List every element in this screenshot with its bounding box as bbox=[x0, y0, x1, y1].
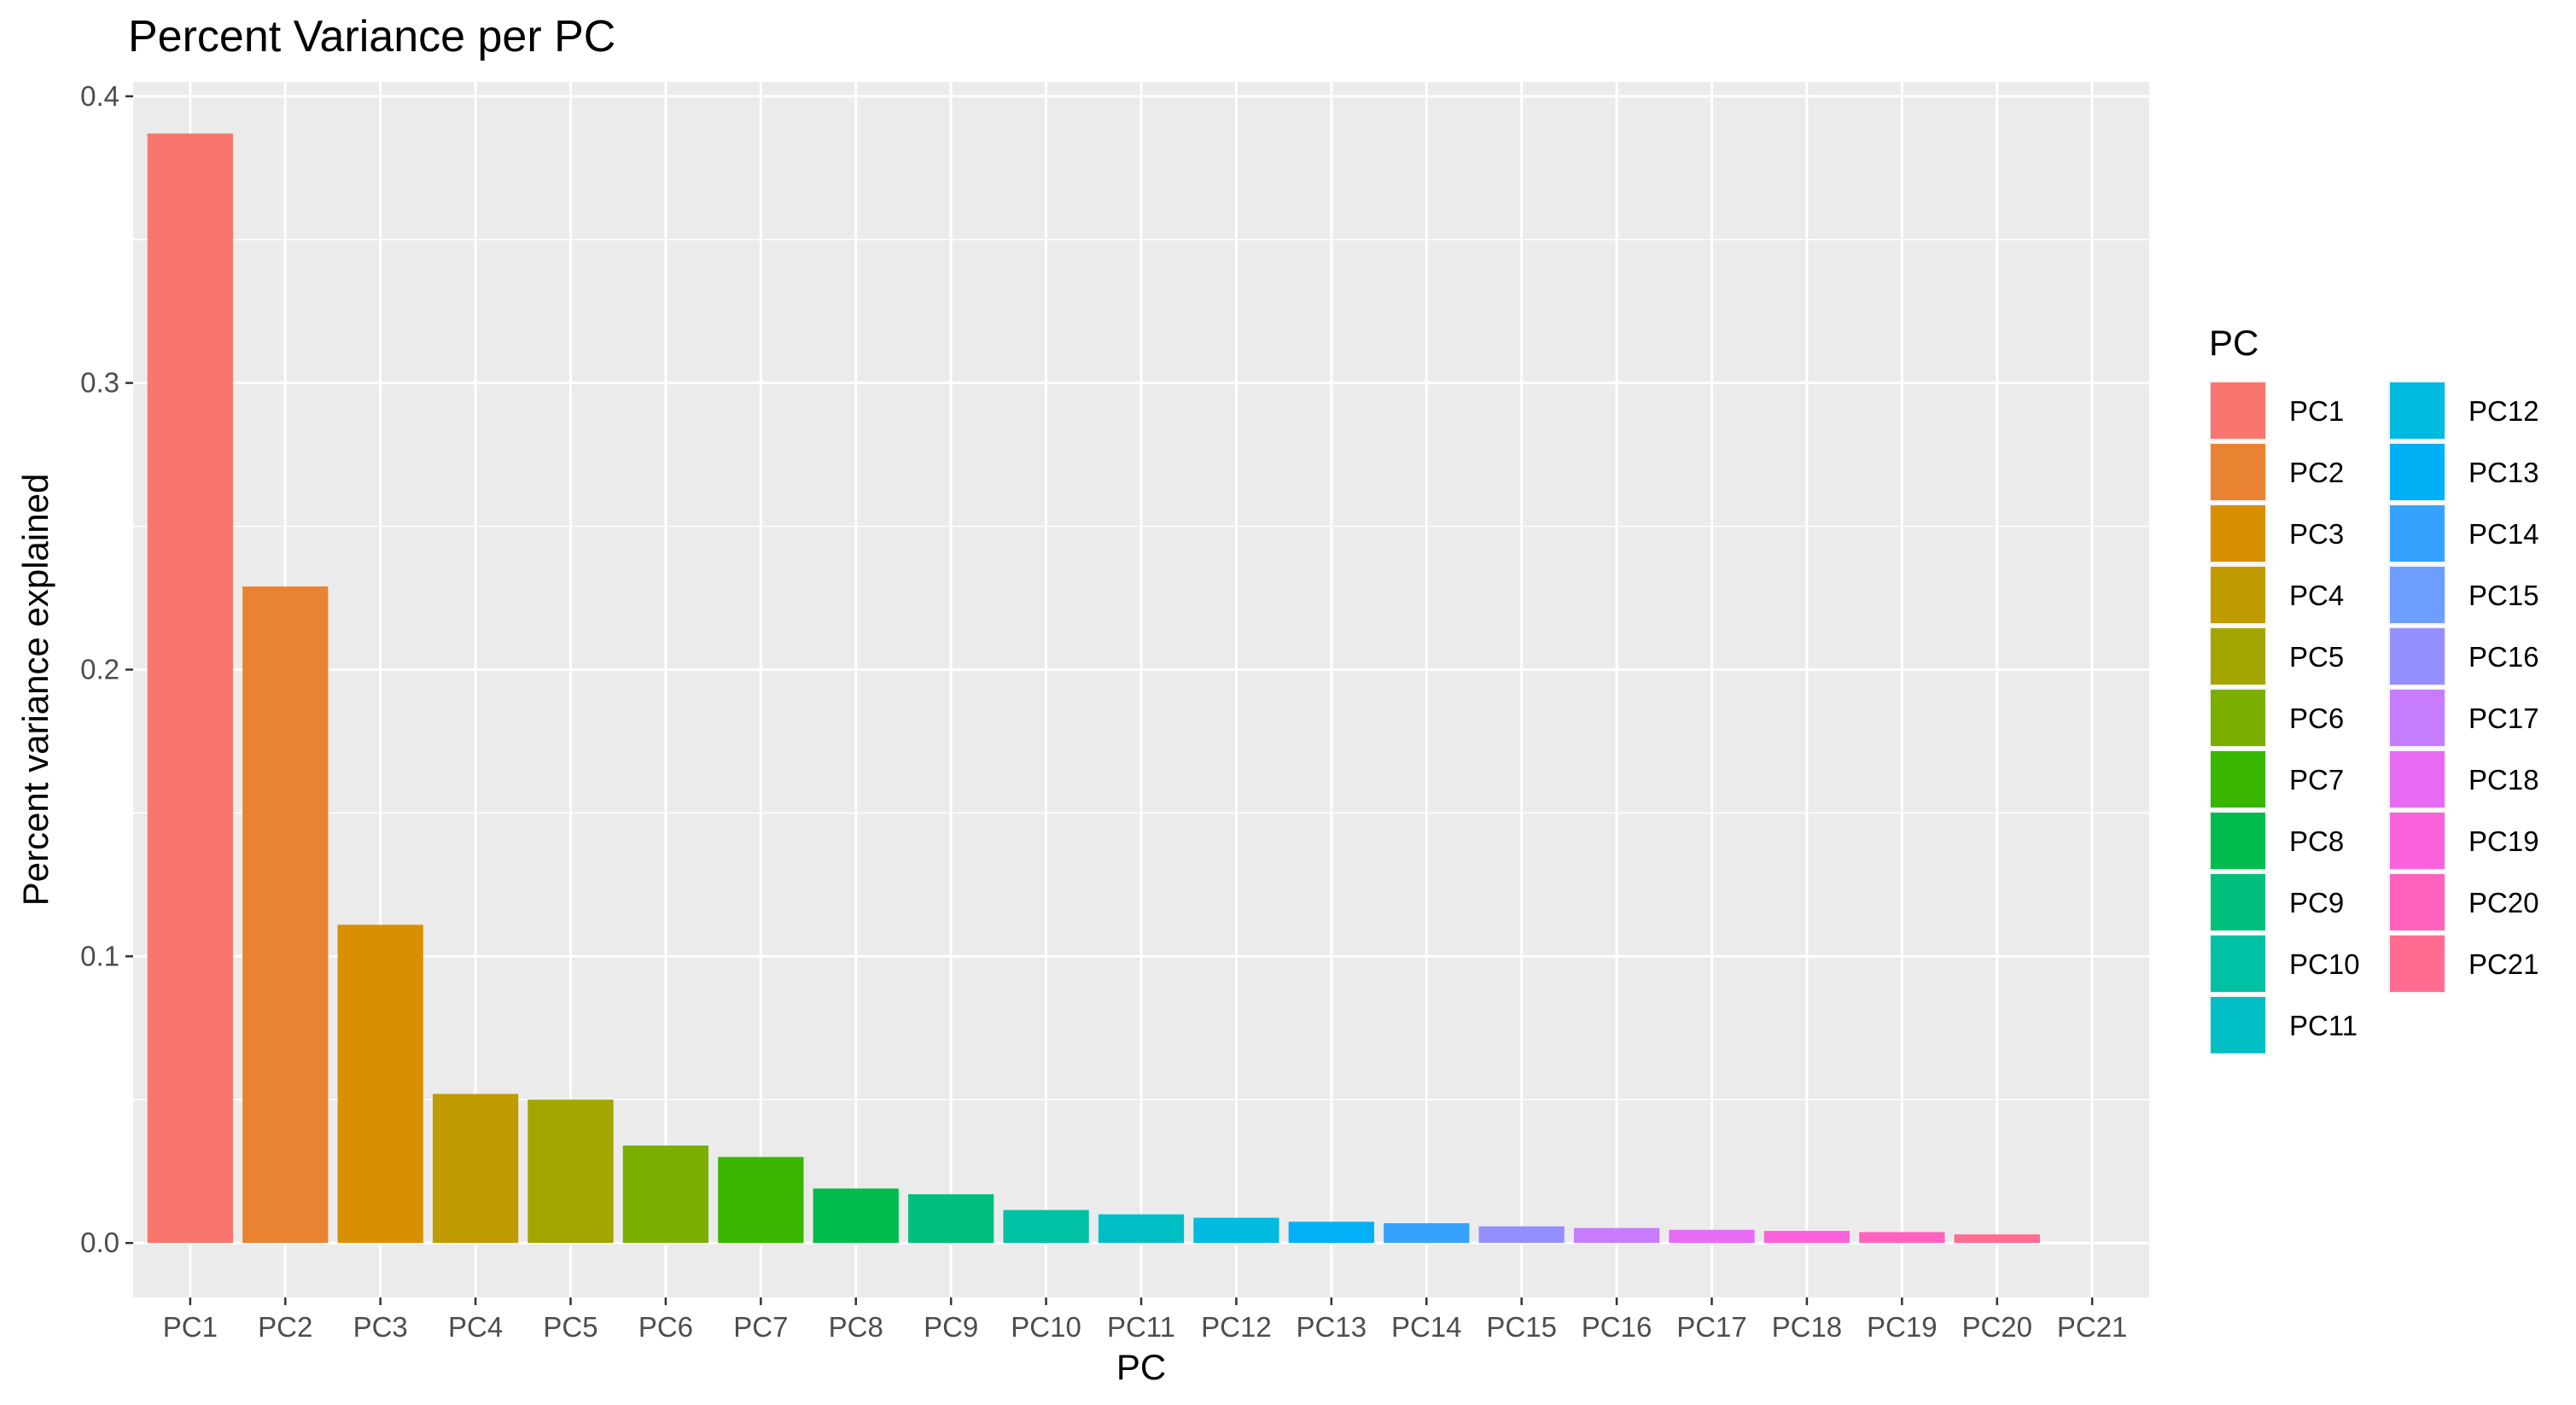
bar-pc18 bbox=[1763, 1231, 1850, 1244]
legend-swatch-pc12 bbox=[2390, 382, 2445, 439]
legend-swatch-pc8 bbox=[2211, 813, 2265, 869]
bar-pc17 bbox=[1669, 1229, 1755, 1244]
legend-swatch-pc15 bbox=[2390, 567, 2445, 623]
legend-swatch-pc7 bbox=[2211, 751, 2265, 807]
x-tick-label: PC11 bbox=[1107, 1311, 1175, 1343]
bar-pc13 bbox=[1288, 1221, 1374, 1244]
legend-swatch-pc3 bbox=[2211, 505, 2265, 562]
x-tick-label: PC6 bbox=[638, 1311, 693, 1343]
legend-label-pc21: PC21 bbox=[2468, 948, 2539, 980]
legend-label-pc4: PC4 bbox=[2289, 580, 2344, 611]
legend-label-pc16: PC16 bbox=[2468, 641, 2539, 673]
legend-swatch-pc1 bbox=[2211, 382, 2265, 439]
bar-pc6 bbox=[622, 1146, 709, 1244]
legend-label-pc5: PC5 bbox=[2289, 641, 2344, 673]
bar-pc4 bbox=[432, 1093, 519, 1244]
legend-swatch-pc6 bbox=[2211, 690, 2265, 746]
legend-label-pc17: PC17 bbox=[2468, 702, 2539, 734]
x-tick-label: PC13 bbox=[1297, 1311, 1367, 1343]
y-tick-label: 0.3 bbox=[80, 367, 119, 399]
legend-title: PC bbox=[2209, 323, 2258, 363]
legend-swatch-pc19 bbox=[2390, 813, 2445, 869]
x-tick-label: PC14 bbox=[1391, 1311, 1462, 1343]
bar-pc16 bbox=[1573, 1227, 1660, 1244]
bar-pc7 bbox=[718, 1157, 804, 1244]
legend-label-pc14: PC14 bbox=[2468, 518, 2539, 550]
bar-pc12 bbox=[1193, 1217, 1279, 1244]
x-tick-label: PC1 bbox=[163, 1311, 218, 1343]
legend-label-pc9: PC9 bbox=[2289, 887, 2344, 918]
legend-swatch-pc16 bbox=[2390, 628, 2445, 685]
x-tick-label: PC16 bbox=[1582, 1311, 1652, 1343]
legend-swatch-pc20 bbox=[2390, 874, 2445, 930]
x-tick-label: PC8 bbox=[829, 1311, 883, 1343]
legend-swatch-pc13 bbox=[2390, 444, 2445, 500]
bar-pc9 bbox=[908, 1194, 994, 1244]
y-tick-label: 0.0 bbox=[80, 1227, 119, 1258]
x-axis-ticks: PC1 PC2 PC3 PC4 PC5 PC6 PC7 PC8 PC9 PC10 PC11 PC12 P… bbox=[163, 1297, 2128, 1343]
y-tick-label: 0.1 bbox=[80, 940, 119, 971]
x-tick-label: PC18 bbox=[1772, 1311, 1843, 1343]
legend-label-pc13: PC13 bbox=[2468, 457, 2539, 488]
x-tick-label: PC12 bbox=[1201, 1311, 1272, 1343]
x-tick-label: PC21 bbox=[2057, 1311, 2128, 1343]
legend-swatch-pc10 bbox=[2211, 936, 2265, 992]
y-tick-label: 0.2 bbox=[80, 653, 119, 685]
legend-label-pc11: PC11 bbox=[2289, 1010, 2357, 1041]
legend-label-pc7: PC7 bbox=[2289, 764, 2344, 796]
x-tick-label: PC19 bbox=[1867, 1311, 1938, 1343]
x-tick-label: PC9 bbox=[924, 1311, 978, 1343]
bar-pc20 bbox=[1954, 1234, 2040, 1244]
bar-pc10 bbox=[1003, 1210, 1089, 1244]
x-tick-label: PC3 bbox=[353, 1311, 408, 1343]
x-tick-label: PC7 bbox=[733, 1311, 788, 1343]
bar-pc11 bbox=[1098, 1214, 1185, 1244]
bar-pc19 bbox=[1859, 1232, 1945, 1244]
bars bbox=[147, 133, 2040, 1244]
y-axis-ticks: 0.0 0.1 0.2 0.3 0.4 bbox=[80, 80, 133, 1258]
legend-swatch-pc2 bbox=[2211, 444, 2265, 500]
y-tick-label: 0.4 bbox=[80, 80, 119, 112]
legend-label-pc2: PC2 bbox=[2289, 457, 2344, 488]
x-tick-label: PC5 bbox=[543, 1311, 597, 1343]
legend: PC PC1 PC2 PC3 PC4 PC5 PC6 PC7 PC8 PC9 PC10 PC11 PC… bbox=[2209, 323, 2539, 1055]
chart-title: Percent Variance per PC bbox=[128, 12, 615, 61]
legend-label-pc15: PC15 bbox=[2468, 580, 2539, 611]
x-tick-label: PC17 bbox=[1676, 1311, 1747, 1343]
x-tick-label: PC15 bbox=[1486, 1311, 1557, 1343]
legend-swatch-pc21 bbox=[2390, 936, 2445, 992]
legend-swatch-pc5 bbox=[2211, 628, 2265, 685]
x-tick-label: PC4 bbox=[448, 1311, 503, 1343]
legend-label-pc12: PC12 bbox=[2468, 395, 2539, 427]
x-axis-title: PC bbox=[1116, 1347, 1166, 1387]
x-tick-label: PC2 bbox=[258, 1311, 312, 1343]
bar-pc8 bbox=[813, 1188, 899, 1244]
legend-swatch-pc18 bbox=[2390, 751, 2445, 807]
legend-swatch-pc14 bbox=[2390, 505, 2445, 562]
legend-label-pc20: PC20 bbox=[2468, 887, 2539, 918]
bar-pc1 bbox=[147, 133, 233, 1244]
legend-swatch-pc11 bbox=[2211, 997, 2265, 1053]
bar-pc2 bbox=[242, 586, 329, 1244]
legend-swatch-pc17 bbox=[2390, 690, 2445, 746]
y-axis-title: Percent variance explained bbox=[15, 474, 55, 907]
legend-label-pc3: PC3 bbox=[2289, 518, 2344, 550]
legend-label-pc1: PC1 bbox=[2289, 395, 2344, 427]
legend-swatch-pc9 bbox=[2211, 874, 2265, 930]
bar-pc5 bbox=[527, 1099, 614, 1244]
x-tick-label: PC20 bbox=[1961, 1311, 2032, 1343]
bar-pc14 bbox=[1384, 1223, 1470, 1244]
legend-label-pc18: PC18 bbox=[2468, 764, 2539, 796]
legend-label-pc6: PC6 bbox=[2289, 702, 2344, 734]
legend-swatch-pc4 bbox=[2211, 567, 2265, 623]
bar-pc15 bbox=[1478, 1226, 1565, 1244]
bar-pc3 bbox=[337, 924, 423, 1244]
legend-label-pc10: PC10 bbox=[2289, 948, 2360, 980]
legend-label-pc8: PC8 bbox=[2289, 825, 2344, 857]
legend-label-pc19: PC19 bbox=[2468, 825, 2539, 857]
x-tick-label: PC10 bbox=[1011, 1311, 1081, 1343]
